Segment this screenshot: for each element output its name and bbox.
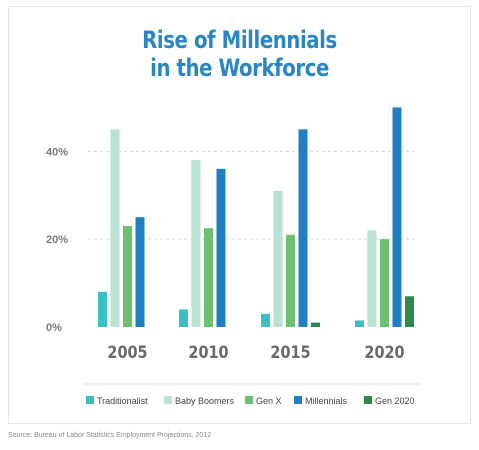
x-tick-label-2010: 2010 — [188, 342, 228, 362]
legend-label-gen-2020: Gen 2020 — [375, 396, 415, 406]
legend-label-gen-x: Gen X — [256, 396, 282, 406]
bar-2015-gen-2020 — [311, 322, 320, 327]
bar-2010-traditionalist — [179, 309, 188, 327]
bar-2020-gen-2020 — [405, 296, 414, 327]
y-tick-label: 40% — [46, 146, 68, 158]
source-note: Source: Bureau of Labor Statistics Emplo… — [8, 432, 212, 439]
bar-2010-gen-x — [204, 228, 213, 327]
bar-2010-millennials — [216, 168, 226, 327]
legend-swatch-gen-x — [245, 396, 253, 404]
bar-2015-traditionalist — [261, 313, 270, 327]
bar-2015-millennials — [298, 129, 308, 327]
bar-2005-baby-boomers — [110, 129, 120, 327]
legend-swatch-traditionalist — [86, 396, 94, 404]
bar-2010-baby-boomers — [191, 160, 201, 327]
bar-2005-traditionalist — [98, 291, 107, 327]
bar-2020-traditionalist — [355, 320, 364, 327]
legend-swatch-gen-2020 — [364, 396, 372, 404]
chart-title: Rise of Millennials in the Workforce — [43, 26, 436, 82]
bar-2015-gen-x — [286, 234, 295, 327]
bar-2005-millennials — [135, 217, 145, 327]
bar-2020-gen-x — [380, 239, 389, 327]
x-tick-label-2020: 2020 — [364, 342, 404, 362]
x-tick-label-2015: 2015 — [270, 342, 310, 362]
chart-title-line-2: in the Workforce — [150, 54, 329, 82]
y-tick-label: 20% — [46, 234, 68, 246]
legend-label-baby-boomers: Baby Boomers — [175, 396, 235, 406]
bar-2020-baby-boomers — [367, 230, 377, 327]
bar-2015-baby-boomers — [273, 190, 283, 327]
chart-title-line-1: Rise of Millennials — [142, 26, 337, 54]
y-tick-label: 0% — [46, 322, 62, 334]
legend-swatch-millennials — [294, 396, 302, 404]
bar-2005-gen-x — [123, 225, 132, 327]
legend-label-traditionalist: Traditionalist — [97, 396, 148, 406]
legend-swatch-baby-boomers — [164, 396, 172, 404]
legend-label-millennials: Millennials — [305, 396, 348, 406]
x-tick-label-2005: 2005 — [107, 342, 147, 362]
bar-2020-millennials — [392, 107, 402, 328]
